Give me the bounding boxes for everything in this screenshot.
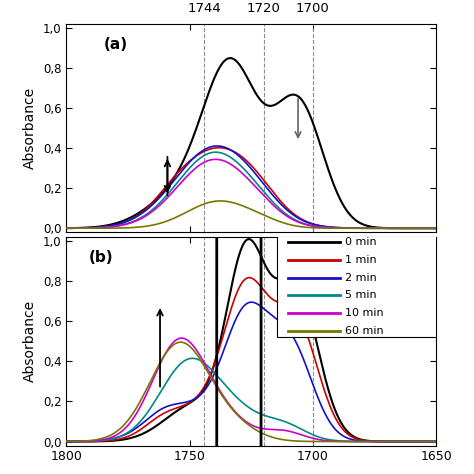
Text: 60 min: 60 min (346, 326, 384, 336)
Text: 1700: 1700 (296, 2, 330, 15)
Text: 2 min: 2 min (346, 273, 377, 283)
Text: 1 min: 1 min (346, 255, 377, 265)
Text: 0 min: 0 min (346, 237, 377, 247)
Text: (b): (b) (89, 250, 113, 265)
Text: 10 min: 10 min (346, 308, 384, 318)
Y-axis label: Absorbance: Absorbance (23, 300, 37, 383)
Text: 1744: 1744 (188, 2, 221, 15)
Text: 5 min: 5 min (346, 291, 377, 301)
FancyBboxPatch shape (277, 222, 440, 337)
Text: 1720: 1720 (246, 2, 281, 15)
Y-axis label: Absorbance: Absorbance (23, 87, 37, 169)
Text: (a): (a) (103, 36, 128, 52)
